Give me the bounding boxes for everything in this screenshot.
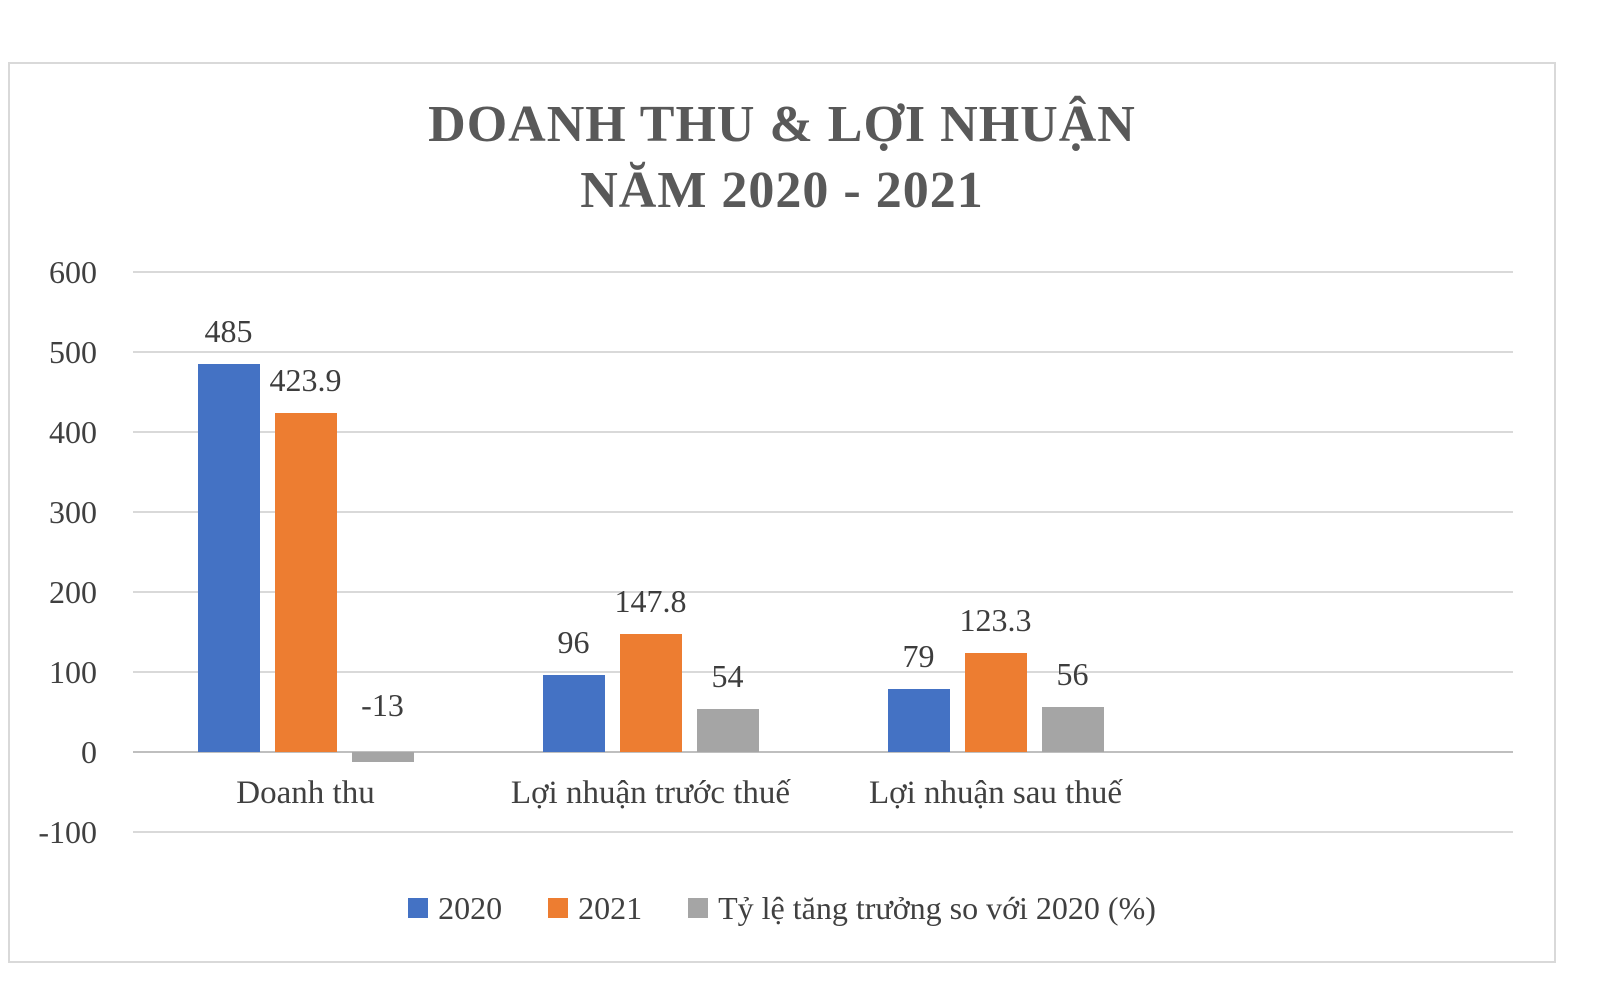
bar (1041, 707, 1104, 752)
bar-value-label: 147.8 (614, 582, 687, 619)
y-axis-tick-label: 300 (49, 494, 97, 530)
bar (274, 412, 337, 752)
legend-label-2021: 2021 (578, 889, 643, 926)
y-axis-tick-label: 200 (49, 574, 97, 610)
y-axis-tick-label: 0 (81, 734, 97, 770)
y-axis-tick-label: 600 (49, 254, 97, 290)
bar (696, 708, 759, 752)
chart-title-line-1: DOANH THU & LỢI NHUẬN (428, 96, 1136, 153)
gridline (133, 271, 1513, 273)
chart-title-line-2: NĂM 2020 - 2021 (580, 162, 984, 219)
legend-label-growth-rate: Tỷ lệ tăng trưởng so với 2020 (%) (718, 889, 1156, 926)
bar (542, 675, 605, 752)
legend-swatch-2020 (408, 898, 429, 918)
chart-box: DOANH THU & LỢI NHUẬN NĂM 2020 - 2021 60… (8, 62, 1556, 963)
zero-gridline (133, 751, 1513, 753)
category-label: Lợi nhuận trước thuế (510, 775, 791, 811)
bar (887, 688, 950, 752)
bar-value-label: 54 (711, 657, 744, 694)
y-axis-tick-label: 100 (49, 654, 97, 690)
bar-value-label: 79 (902, 637, 935, 674)
bar-value-label: 485 (204, 313, 253, 349)
chart-title: DOANH THU & LỢI NHUẬN NĂM 2020 - 2021 (10, 92, 1554, 224)
gridline (133, 591, 1513, 593)
legend: 2020 2021 Tỷ lệ tăng trưởng so với 2020 … (10, 888, 1554, 928)
plot-area: 600 500 400 300 200 100 0 -100 485 423.9 -13 Doanh … (10, 64, 1554, 961)
legend-swatch-growth-rate (688, 898, 709, 918)
legend-label-2020: 2020 (438, 889, 503, 926)
bar (197, 364, 260, 752)
gridline (133, 431, 1513, 433)
category-label: Doanh thu (236, 775, 375, 811)
gridline (133, 831, 1513, 833)
y-axis-tick-label: 400 (49, 414, 97, 450)
bar (619, 633, 682, 752)
bar-value-label: 423.9 (269, 361, 342, 398)
legend-swatch-2021 (548, 898, 569, 918)
gridline (133, 671, 1513, 673)
bar (964, 653, 1027, 752)
bar-value-label: 123.3 (959, 602, 1032, 639)
legend-item-2020: 2020 (408, 890, 502, 927)
y-axis-tick-label: -100 (38, 814, 97, 850)
legend-item-growth-rate: Tỷ lệ tăng trưởng so với 2020 (%) (688, 890, 1156, 927)
bar-value-label: -13 (361, 687, 404, 723)
y-axis-tick-label: 500 (49, 334, 97, 370)
category-label: Lợi nhuận sau thuế (869, 775, 1122, 811)
gridline (133, 351, 1513, 353)
bar (351, 752, 414, 763)
legend-item-2021: 2021 (548, 890, 642, 927)
bar-value-label: 96 (557, 624, 590, 661)
bar-value-label: 56 (1056, 656, 1089, 693)
gridline (133, 511, 1513, 513)
